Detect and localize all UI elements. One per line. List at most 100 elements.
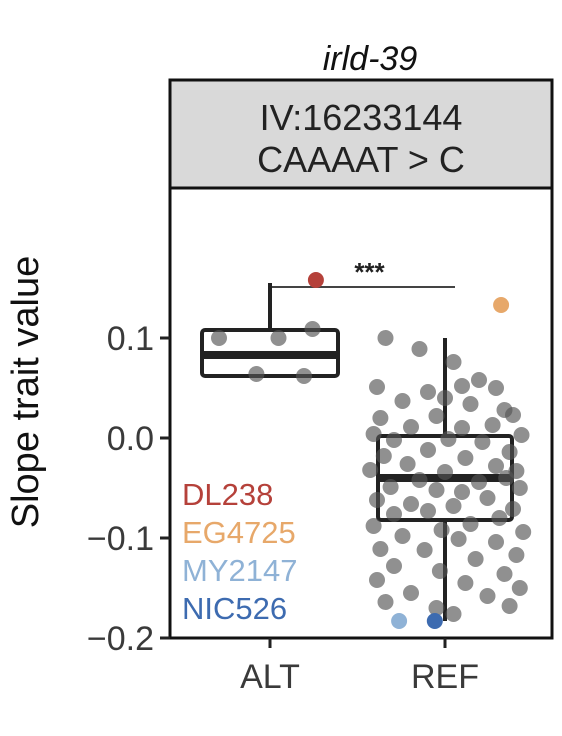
data-point — [474, 434, 491, 450]
y-tick-label: −0.2 — [87, 620, 154, 658]
data-point — [513, 427, 530, 443]
data-point — [403, 585, 419, 601]
data-point — [382, 479, 399, 495]
data-point — [445, 354, 462, 370]
legend-entry: NIC526 — [182, 591, 287, 626]
data-point — [362, 462, 379, 478]
data-point — [457, 575, 474, 591]
data-point — [505, 407, 521, 423]
data-point — [403, 419, 419, 435]
data-point — [420, 503, 436, 519]
significance-bracket: *** — [270, 257, 455, 288]
data-point — [248, 366, 265, 382]
data-point — [457, 450, 474, 466]
data-point — [511, 480, 528, 496]
data-point — [420, 384, 436, 400]
data-point — [304, 321, 321, 337]
legend-entry: MY2147 — [182, 553, 297, 588]
data-point — [479, 490, 496, 506]
data-point — [501, 444, 518, 460]
highlight-point-nic526 — [426, 613, 443, 629]
data-point — [372, 410, 389, 426]
data-point — [437, 390, 453, 406]
data-point — [375, 448, 392, 464]
data-point — [437, 464, 453, 480]
y-axis-label: Slope trait value — [5, 256, 47, 529]
data-point — [479, 588, 496, 604]
data-point — [386, 432, 402, 448]
data-point — [454, 420, 470, 436]
data-point — [488, 380, 504, 396]
data-point — [450, 531, 467, 547]
data-point — [462, 516, 479, 532]
data-point — [454, 378, 470, 394]
x-axis: ALT REF — [240, 638, 479, 696]
data-point — [462, 396, 479, 412]
facet-strip — [168, 78, 554, 190]
data-point — [270, 330, 287, 346]
data-point — [511, 580, 528, 596]
legend-entry: DL238 — [182, 477, 273, 512]
data-point — [369, 492, 385, 508]
data-point — [445, 606, 462, 622]
data-point — [372, 541, 389, 557]
highlighted-points — [307, 272, 510, 629]
gene-title: irld-39 — [323, 40, 418, 78]
data-point — [420, 442, 436, 458]
y-axis: 0.1 0.0 −0.1 −0.2 — [87, 320, 170, 658]
data-point — [365, 426, 382, 442]
y-tick-label: 0.0 — [107, 420, 154, 458]
data-point — [454, 484, 470, 500]
data-point — [515, 524, 532, 540]
data-point — [433, 522, 450, 538]
data-point — [394, 528, 411, 544]
x-tick-label: ALT — [240, 658, 300, 696]
data-point — [386, 506, 402, 522]
data-point — [416, 542, 433, 558]
y-tick-label: 0.1 — [107, 320, 154, 358]
legend-entry: EG4725 — [182, 515, 296, 550]
strip-line-1: IV:16233144 — [260, 97, 463, 138]
y-tick-label: −0.1 — [87, 520, 154, 558]
data-point — [369, 379, 385, 395]
data-point — [377, 594, 394, 610]
highlight-point-dl238 — [307, 272, 324, 288]
data-point — [467, 551, 484, 567]
data-point — [394, 393, 411, 409]
data-point — [484, 417, 501, 433]
data-point — [471, 474, 487, 490]
data-points — [211, 321, 532, 622]
plot-panel — [168, 186, 554, 640]
data-point — [428, 600, 445, 616]
data-point — [296, 368, 312, 384]
data-point — [491, 510, 508, 526]
data-point — [377, 330, 394, 346]
data-point — [498, 470, 515, 486]
data-point — [440, 431, 457, 447]
data-point — [428, 482, 445, 498]
strip-line-2: CAAAAT > C — [257, 139, 465, 180]
data-point — [399, 456, 416, 472]
data-point — [369, 572, 385, 588]
data-point — [411, 472, 428, 488]
data-point — [386, 558, 402, 574]
data-point — [508, 547, 525, 563]
data-point — [488, 458, 504, 474]
data-point — [501, 598, 518, 614]
significance-label: *** — [354, 257, 385, 287]
x-tick-label: REF — [411, 658, 479, 696]
data-point — [471, 372, 487, 388]
data-point — [505, 501, 521, 517]
data-point — [211, 330, 227, 346]
data-point — [445, 498, 462, 514]
data-point — [428, 408, 445, 424]
data-point — [488, 534, 504, 550]
data-point — [431, 563, 448, 579]
data-point — [496, 566, 513, 582]
highlight-point-my2147 — [391, 613, 408, 629]
data-point — [403, 496, 419, 512]
highlight-point-eg4725 — [493, 297, 510, 313]
data-point — [411, 341, 428, 357]
